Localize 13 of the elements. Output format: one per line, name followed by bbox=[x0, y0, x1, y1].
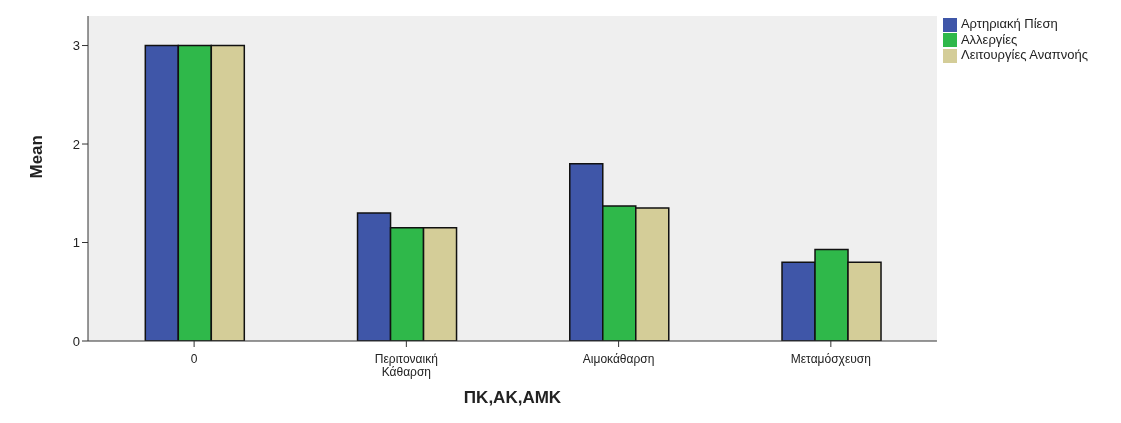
y-axis-title: Mean bbox=[27, 135, 47, 179]
y-tick-label: 3 bbox=[72, 38, 80, 54]
x-tick-label: Περιτοναική Κάθαρση bbox=[374, 352, 438, 379]
x-tick-label: Μεταμόσχευση bbox=[790, 352, 871, 366]
y-tick-label: 2 bbox=[72, 136, 80, 152]
x-tick-label: Αιμοκάθαρση bbox=[582, 352, 655, 366]
x-axis-title: ΠΚ,ΑΚ,ΑΜΚ bbox=[463, 388, 562, 407]
legend-label: Αρτηριακή Πίεση bbox=[960, 16, 1058, 31]
legend-label: Λειτουργίες Αναπνοής bbox=[960, 47, 1088, 63]
y-tick-label: 1 bbox=[72, 235, 80, 251]
x-tick-label: 0 bbox=[190, 352, 198, 366]
legend-label: Αλλεργίες bbox=[960, 31, 1018, 47]
y-tick-label: 0 bbox=[72, 333, 80, 349]
